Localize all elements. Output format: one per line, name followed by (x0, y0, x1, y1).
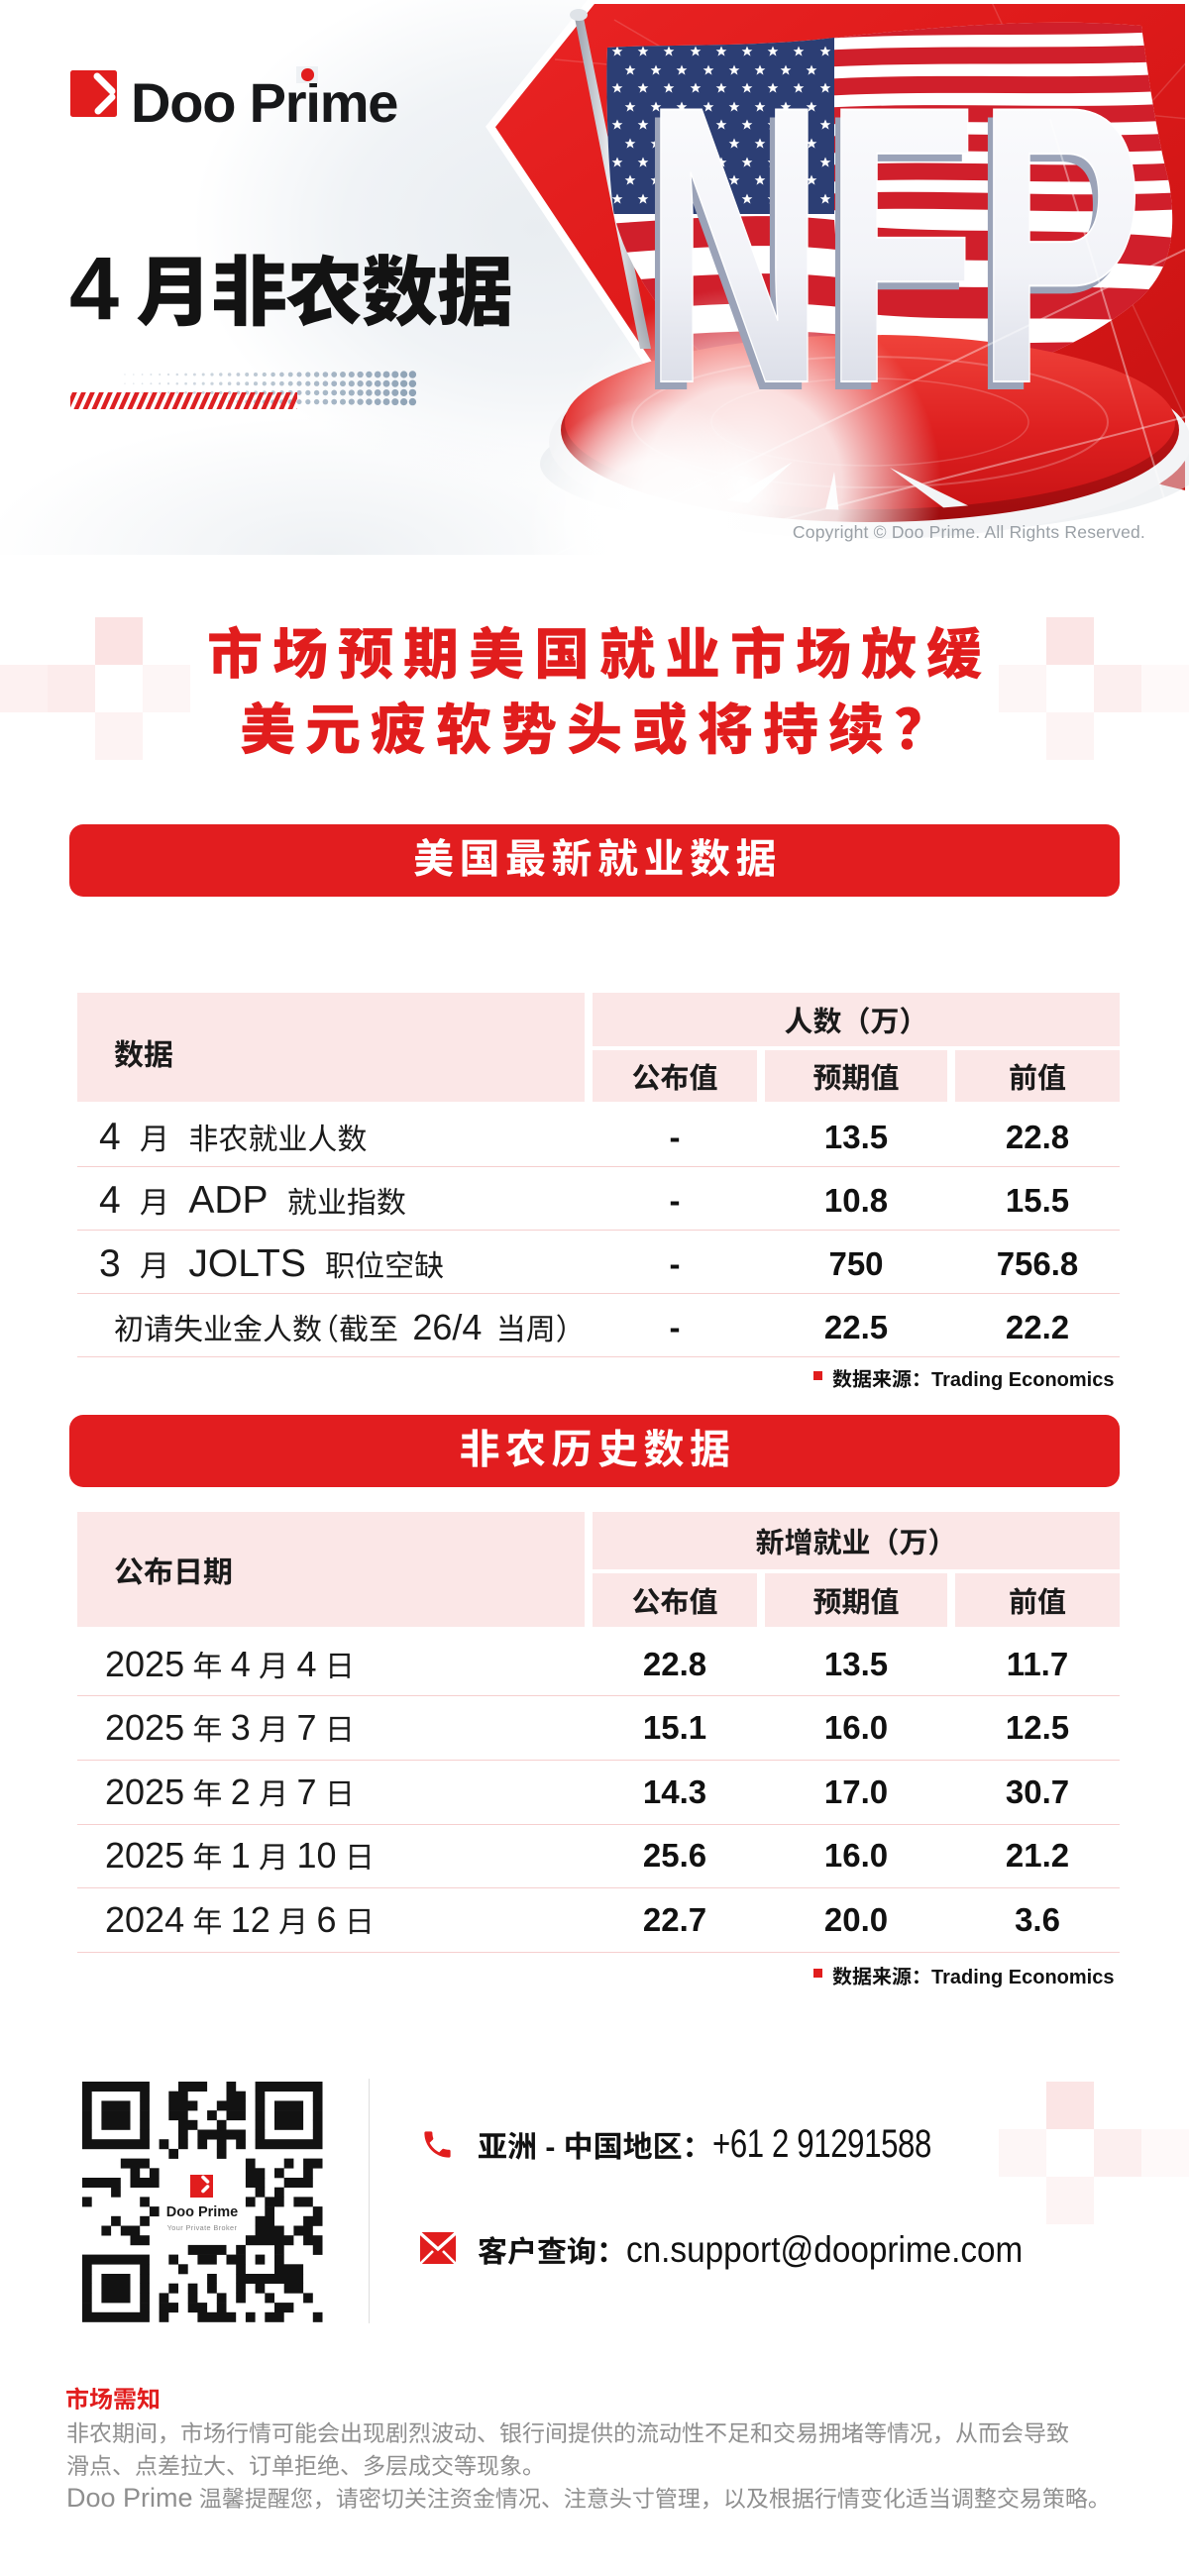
svg-text:NFP: NFP (638, 32, 1137, 474)
svg-text:NFP: NFP (644, 24, 1143, 466)
svg-text:Doo Prime: Doo Prime (166, 2204, 239, 2220)
svg-text:Your Private Broker: Your Private Broker (167, 2223, 238, 2232)
